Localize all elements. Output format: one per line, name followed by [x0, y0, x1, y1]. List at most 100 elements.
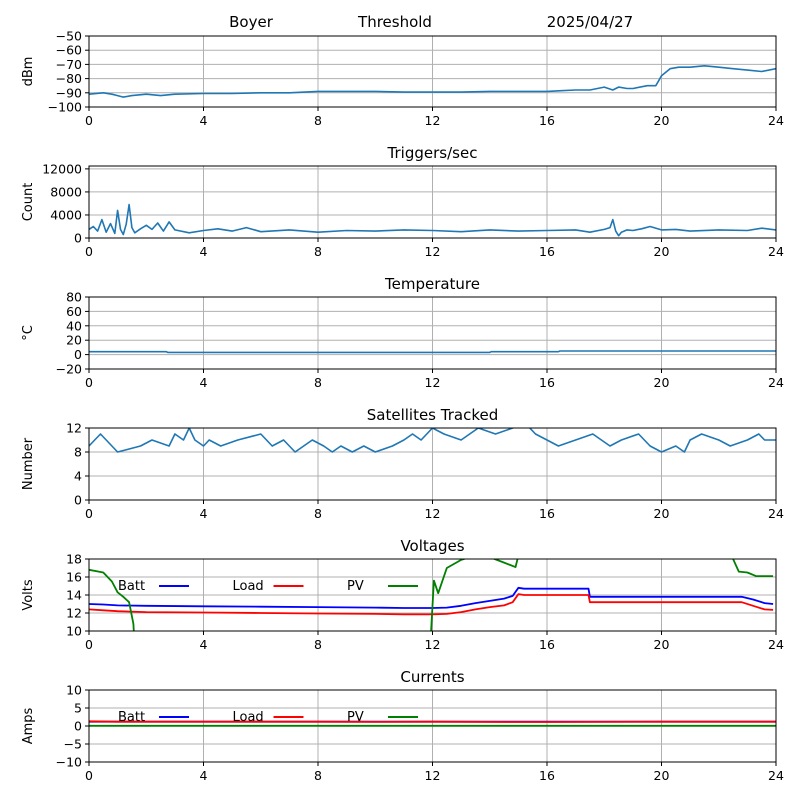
panel-4: Satellites Tracked Number 0 4 8 12 16 20 24 0 4 8 12: [21, 406, 784, 521]
y-tick-label: 18: [66, 552, 82, 567]
y-tick-label: 10: [66, 683, 82, 698]
axes-frame: [88, 427, 777, 501]
panel-title: Triggers/sec: [387, 144, 478, 162]
x-tick-label: 0: [85, 506, 93, 521]
legend-label-load: Load: [233, 710, 264, 725]
date-title: 2025/04/27: [547, 13, 633, 31]
y-tick-label: 40: [66, 318, 82, 333]
legend-label-load: Load: [233, 579, 264, 594]
x-tick-label: 8: [314, 113, 322, 128]
y-axis-label: Number: [21, 437, 36, 490]
axes-frame: [88, 35, 777, 108]
x-tick-label: 8: [314, 768, 322, 783]
x-tick-label: 20: [654, 506, 670, 521]
y-axis-label: Amps: [21, 707, 36, 744]
y-tick-label: 4000: [50, 207, 82, 222]
x-tick-label: 20: [654, 637, 670, 652]
y-tick-label: 0: [74, 493, 82, 508]
x-tick-label: 0: [85, 637, 93, 652]
y-tick-label: −100: [48, 100, 82, 115]
y-tick-label: 14: [66, 588, 82, 603]
x-tick-label: 24: [768, 375, 784, 390]
x-tick-label: 8: [314, 506, 322, 521]
panel-1: dBm 0 4 8 12 16 20 24 −100−90−80−70−60−50: [21, 29, 784, 129]
x-tick-label: 24: [768, 506, 784, 521]
x-tick-label: 12: [425, 637, 441, 652]
y-tick-label: 12: [66, 421, 82, 436]
y-tick-label: 0: [74, 231, 82, 246]
series-line-load: [89, 720, 776, 723]
x-tick-label: 4: [200, 113, 208, 128]
panel-title: Currents: [400, 668, 464, 686]
x-tick-label: 24: [768, 768, 784, 783]
x-tick-label: 24: [768, 244, 784, 259]
x-tick-label: 12: [425, 244, 441, 259]
x-tick-label: 20: [654, 375, 670, 390]
y-tick-label: −10: [56, 755, 82, 770]
series-line: [89, 428, 776, 453]
y-tick-label: 80: [66, 290, 82, 305]
panel-5: Voltages Volts 0 4 8 12 16 20 24 10 12 14 16 18 Batt Lo…: [21, 537, 784, 652]
y-tick-label: 16: [66, 570, 82, 585]
x-tick-label: 0: [85, 375, 93, 390]
y-tick-label: 10: [66, 624, 82, 639]
y-tick-label: 20: [66, 333, 82, 348]
threshold-title: Threshold: [357, 13, 432, 31]
axes-frame: [88, 558, 777, 632]
x-tick-label: 20: [654, 244, 670, 259]
x-tick-label: 16: [539, 506, 555, 521]
y-tick-label: 4: [74, 469, 82, 484]
x-tick-label: 4: [200, 637, 208, 652]
series-line: [89, 350, 776, 354]
legend-label-pv: PV: [347, 579, 364, 594]
y-tick-label: −60: [56, 43, 82, 58]
x-tick-label: 0: [85, 113, 93, 128]
y-tick-label: 60: [66, 304, 82, 319]
y-tick-label: −50: [56, 29, 82, 44]
y-tick-label: 5: [74, 701, 82, 716]
x-tick-label: 24: [768, 113, 784, 128]
y-tick-label: −90: [56, 85, 82, 100]
y-tick-label: 12: [66, 606, 82, 621]
y-tick-label: −70: [56, 57, 82, 72]
x-tick-label: 8: [314, 375, 322, 390]
panel-title: Temperature: [384, 275, 480, 293]
panel-title: Satellites Tracked: [367, 406, 498, 424]
series-line-batt: [89, 586, 774, 609]
x-tick-label: 8: [314, 637, 322, 652]
x-tick-label: 20: [654, 113, 670, 128]
x-tick-label: 8: [314, 244, 322, 259]
y-tick-label: 8: [74, 445, 82, 460]
x-tick-label: 0: [85, 768, 93, 783]
panel-title: Voltages: [400, 537, 464, 555]
x-tick-label: 4: [200, 375, 208, 390]
axes-frame: [88, 689, 777, 763]
panel-2: Triggers/sec Count 0 4 8 12 16 20 24 0 4000 8000 120…: [21, 144, 784, 259]
y-tick-label: −80: [56, 71, 82, 86]
x-tick-label: 20: [654, 768, 670, 783]
axes-frame: [88, 296, 777, 370]
legend-label-batt: Batt: [118, 579, 145, 594]
x-tick-label: 24: [768, 637, 784, 652]
legend-label-pv: PV: [347, 710, 364, 725]
y-axis-label: Count: [21, 183, 36, 222]
x-tick-label: 12: [425, 113, 441, 128]
series-line: [89, 203, 776, 237]
station-title: Boyer: [229, 13, 274, 31]
y-tick-label: 12000: [42, 161, 82, 176]
series-line-load: [89, 593, 774, 616]
x-tick-label: 12: [425, 768, 441, 783]
y-axis-label: Volts: [21, 579, 36, 611]
axes-frame: [88, 165, 777, 239]
x-tick-label: 4: [200, 244, 208, 259]
x-tick-label: 4: [200, 506, 208, 521]
x-tick-label: 16: [539, 113, 555, 128]
y-axis-label: °C: [21, 325, 36, 341]
y-axis-label: dBm: [21, 57, 36, 87]
y-tick-label: 8000: [50, 184, 82, 199]
x-tick-label: 16: [539, 637, 555, 652]
y-tick-label: −5: [64, 737, 82, 752]
